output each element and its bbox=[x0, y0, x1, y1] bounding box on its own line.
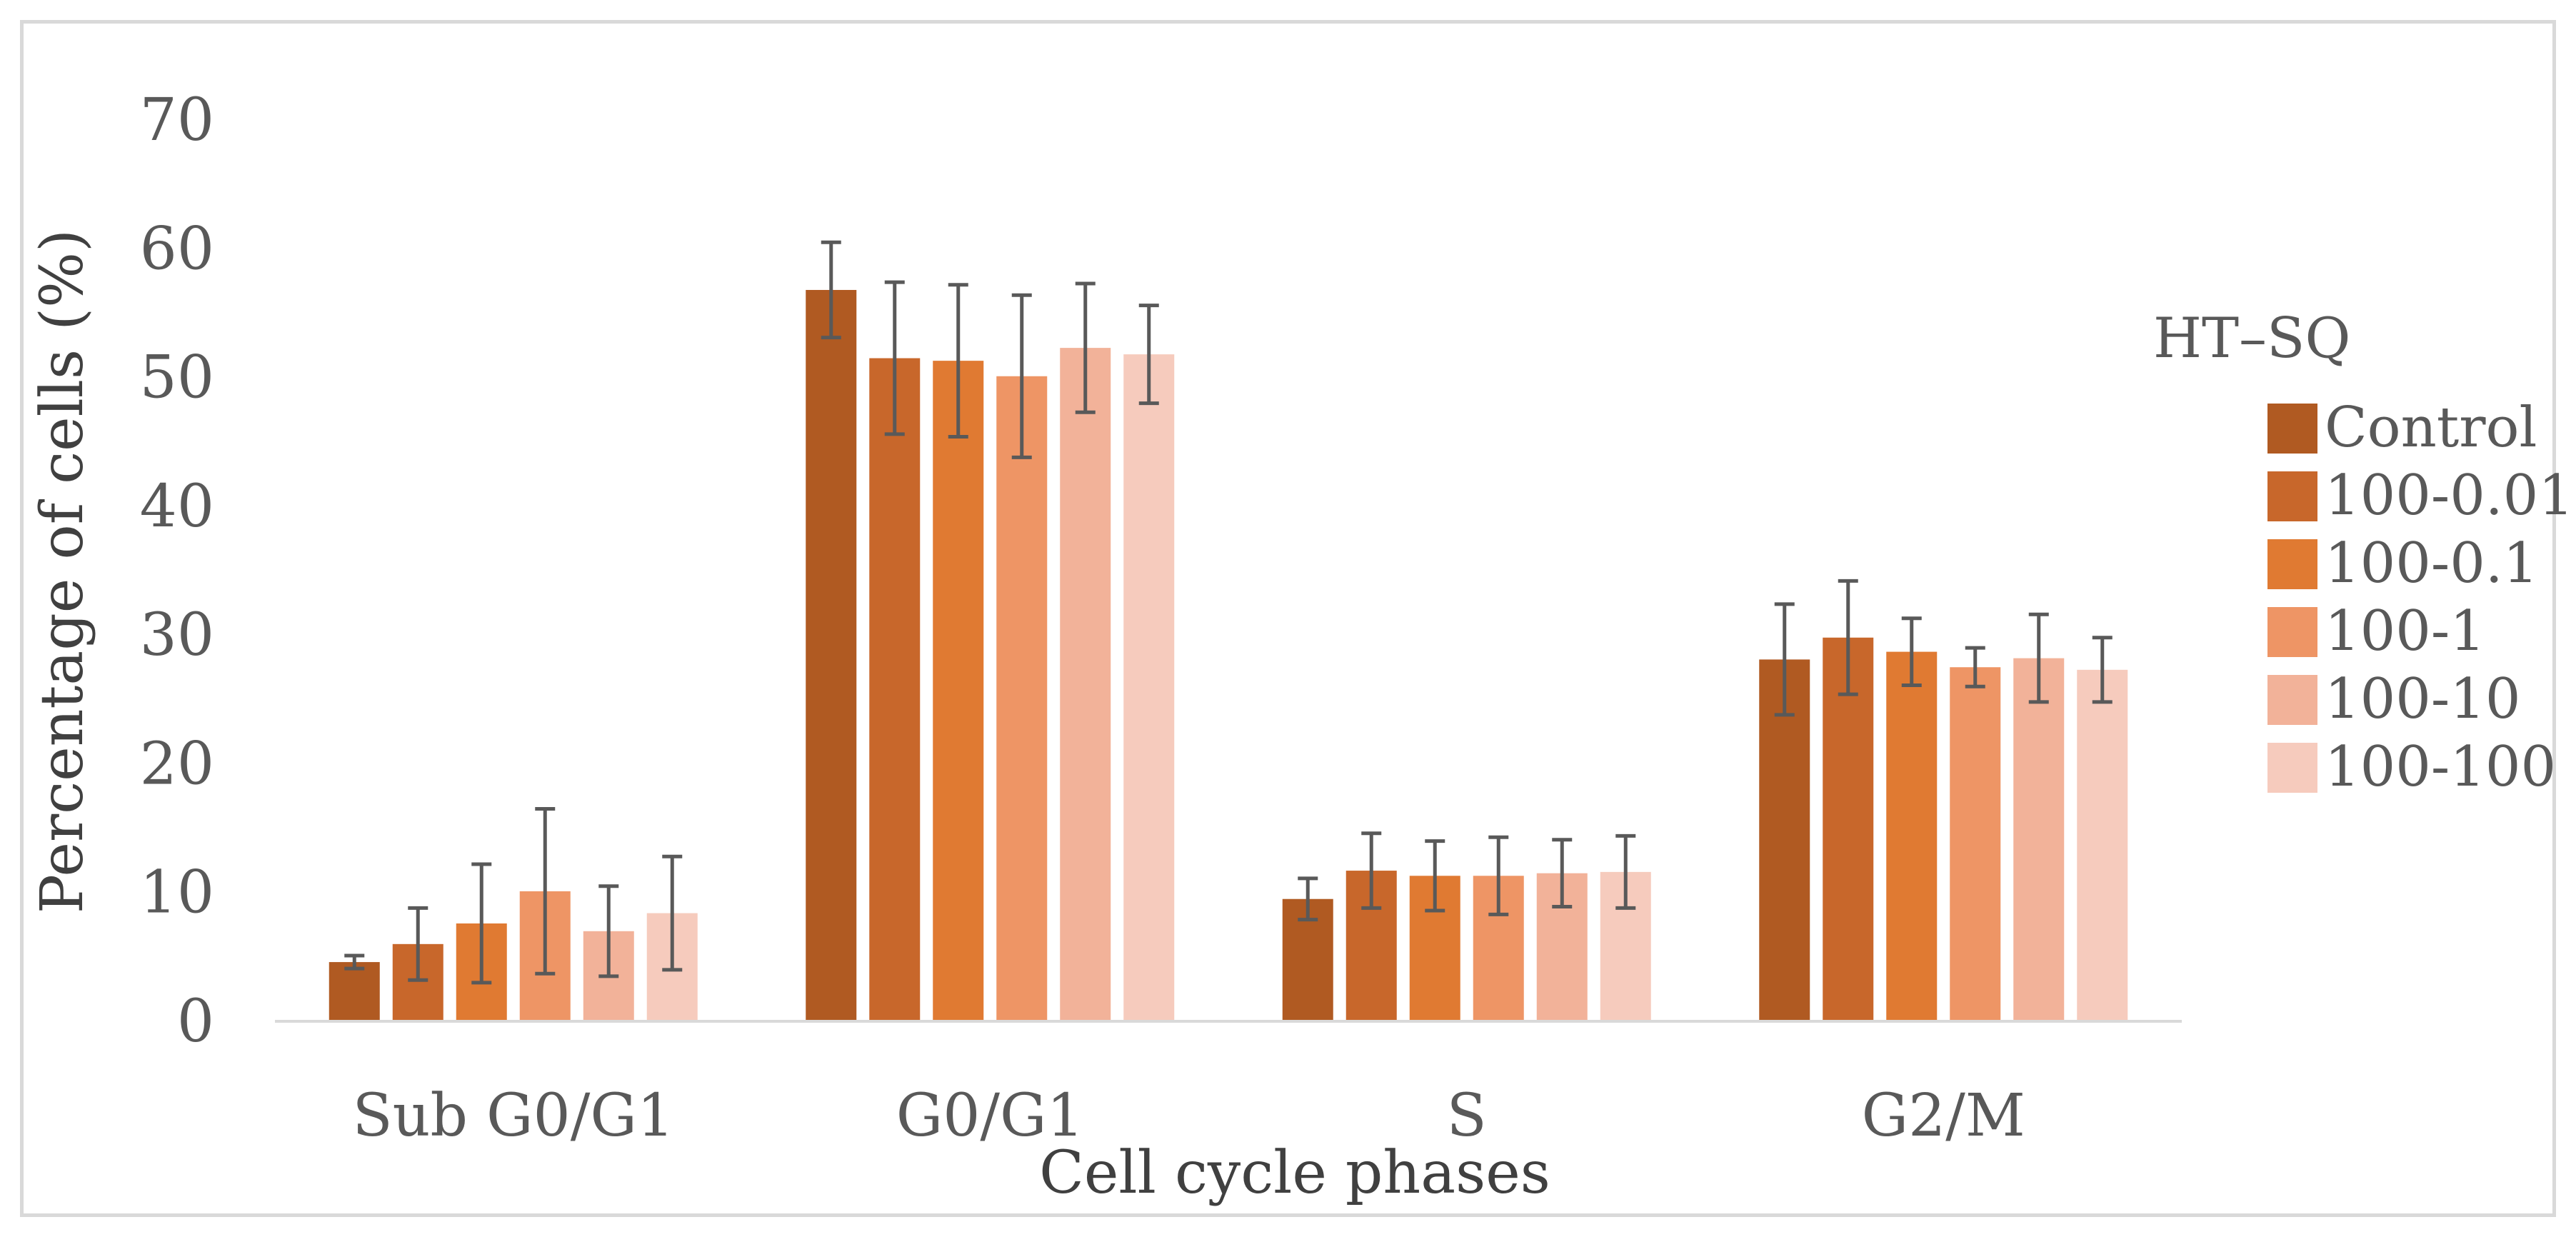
error-bar bbox=[598, 884, 619, 978]
error-bar bbox=[1011, 293, 1032, 459]
y-tick-label: 70 bbox=[140, 86, 214, 154]
y-tick-label: 0 bbox=[177, 988, 214, 1056]
legend-item: 100-0.01 bbox=[2267, 464, 2574, 528]
error-bar bbox=[535, 807, 556, 976]
legend-label: 100-0.01 bbox=[2325, 464, 2574, 528]
error-bar bbox=[1298, 876, 1318, 922]
y-axis-ticks: 0 10 20 30 40 50 60 70 bbox=[140, 86, 214, 1056]
legend-item: 100-1 bbox=[2267, 599, 2485, 663]
y-tick-label: 20 bbox=[140, 730, 214, 798]
error-bar bbox=[344, 953, 365, 971]
bar-100-0-1-1 bbox=[933, 361, 984, 1021]
x-axis-title: Cell cycle phases bbox=[1039, 1139, 1550, 1207]
legend-label: 100-100 bbox=[2325, 735, 2556, 799]
legend-item: Control bbox=[2267, 396, 2537, 460]
bar-100-0-01-3 bbox=[1823, 637, 1874, 1021]
error-bar bbox=[948, 283, 968, 439]
y-tick-label: 30 bbox=[140, 601, 214, 669]
legend-label: 100-1 bbox=[2325, 599, 2485, 663]
error-bar bbox=[1615, 833, 1636, 910]
error-bar bbox=[408, 906, 429, 982]
x-tick-label: Sub G0/G1 bbox=[352, 1082, 674, 1150]
error-bar bbox=[1838, 579, 1858, 696]
legend-swatch bbox=[2267, 607, 2317, 657]
x-axis-ticks: Sub G0/G1 G0/G1 S G2/M bbox=[352, 1082, 2025, 1150]
legend-title: HT–SQ bbox=[2153, 306, 2350, 371]
bar-control-3 bbox=[1759, 659, 1810, 1021]
error-bar bbox=[1488, 835, 1509, 916]
bar-100-10-3 bbox=[2013, 658, 2065, 1021]
y-tick-label: 10 bbox=[140, 859, 214, 927]
error-bar bbox=[471, 862, 492, 985]
bar-100-100-1 bbox=[1123, 354, 1175, 1021]
bar-control-0 bbox=[329, 962, 380, 1021]
legend-swatch bbox=[2267, 539, 2317, 589]
error-bar bbox=[1425, 839, 1445, 913]
error-bar bbox=[2028, 612, 2049, 704]
error-bar bbox=[1774, 602, 1795, 717]
error-bar bbox=[821, 240, 841, 340]
bars bbox=[329, 289, 2128, 1021]
legend-label: 100-0.1 bbox=[2325, 531, 2538, 596]
y-axis-title: Percentage of cells (%) bbox=[29, 229, 96, 913]
y-tick-label: 40 bbox=[140, 473, 214, 541]
legend-swatch bbox=[2267, 675, 2317, 725]
error-bar bbox=[1138, 304, 1159, 406]
bar-100-100-3 bbox=[2077, 669, 2128, 1021]
error-bar bbox=[662, 854, 683, 972]
legend-item: 100-100 bbox=[2267, 735, 2556, 799]
error-bar bbox=[1965, 646, 1985, 688]
bar-100-0-01-1 bbox=[869, 358, 921, 1021]
legend-item: 100-0.1 bbox=[2267, 531, 2538, 596]
y-tick-label: 60 bbox=[140, 215, 214, 283]
legend: HT–SQ Control100-0.01100-0.1100-1100-101… bbox=[2153, 306, 2574, 799]
error-bars bbox=[344, 240, 2113, 985]
x-tick-label: G0/G1 bbox=[896, 1082, 1084, 1150]
legend-label: Control bbox=[2325, 396, 2537, 460]
legend-swatch bbox=[2267, 404, 2317, 454]
error-bar bbox=[2092, 636, 2113, 704]
legend-item: 100-10 bbox=[2267, 667, 2521, 731]
error-bar bbox=[1075, 281, 1096, 414]
bar-100-10-1 bbox=[1060, 348, 1111, 1021]
x-tick-label: G2/M bbox=[1862, 1082, 2025, 1150]
error-bar bbox=[884, 280, 905, 436]
error-bar bbox=[1901, 616, 1922, 687]
bar-100-0-1-3 bbox=[1886, 651, 1938, 1021]
bar-100-1-1 bbox=[996, 376, 1048, 1021]
legend-swatch bbox=[2267, 743, 2317, 793]
x-tick-label: S bbox=[1447, 1082, 1487, 1150]
bar-control-1 bbox=[806, 289, 857, 1021]
legend-label: 100-10 bbox=[2325, 667, 2521, 731]
y-tick-label: 50 bbox=[140, 344, 214, 412]
legend-swatch bbox=[2267, 471, 2317, 521]
error-bar bbox=[1361, 831, 1382, 910]
error-bar bbox=[1552, 838, 1573, 909]
bar-100-1-3 bbox=[1950, 667, 2001, 1021]
